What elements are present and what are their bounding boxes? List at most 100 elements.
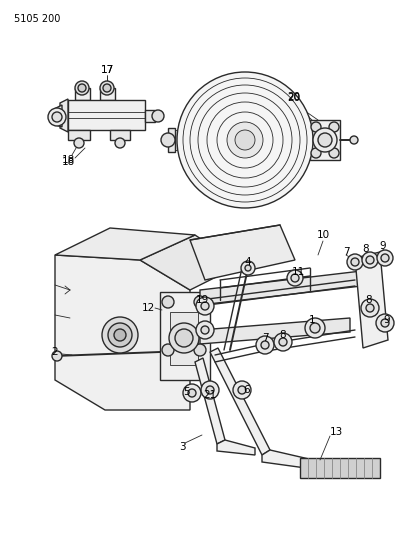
Text: 3: 3: [179, 442, 185, 452]
Circle shape: [175, 329, 193, 347]
Polygon shape: [210, 348, 270, 455]
Text: 13: 13: [330, 427, 343, 437]
Circle shape: [78, 84, 86, 92]
Polygon shape: [55, 228, 195, 260]
Polygon shape: [55, 255, 190, 410]
Circle shape: [329, 122, 339, 132]
Text: 6: 6: [244, 385, 251, 395]
Text: 2: 2: [52, 347, 58, 357]
Circle shape: [362, 252, 378, 268]
Text: 7: 7: [343, 247, 349, 257]
Polygon shape: [168, 128, 175, 152]
Text: 5: 5: [183, 387, 189, 397]
Text: 20: 20: [287, 93, 300, 103]
Polygon shape: [68, 100, 145, 130]
Polygon shape: [312, 130, 318, 150]
Text: 8: 8: [363, 244, 369, 254]
Text: 21: 21: [203, 390, 217, 400]
Circle shape: [108, 323, 132, 347]
Polygon shape: [160, 292, 210, 380]
Circle shape: [201, 302, 209, 310]
Circle shape: [103, 84, 111, 92]
Text: 8: 8: [366, 295, 373, 305]
Circle shape: [310, 323, 320, 333]
Circle shape: [201, 381, 219, 399]
Circle shape: [177, 72, 313, 208]
Circle shape: [206, 386, 214, 394]
Circle shape: [318, 133, 332, 147]
Polygon shape: [355, 252, 388, 348]
Circle shape: [351, 258, 359, 266]
Circle shape: [100, 81, 114, 95]
Circle shape: [305, 318, 325, 338]
Text: 9: 9: [384, 315, 390, 325]
Text: 12: 12: [142, 303, 155, 313]
Polygon shape: [145, 110, 155, 122]
Circle shape: [256, 336, 274, 354]
Circle shape: [183, 384, 201, 402]
Polygon shape: [300, 458, 380, 478]
Polygon shape: [60, 99, 68, 132]
Polygon shape: [200, 318, 350, 344]
Circle shape: [152, 110, 164, 122]
Circle shape: [114, 329, 126, 341]
Circle shape: [238, 386, 246, 394]
Circle shape: [169, 323, 199, 353]
Circle shape: [376, 314, 394, 332]
Circle shape: [245, 265, 251, 271]
Circle shape: [313, 128, 337, 152]
Circle shape: [52, 112, 62, 122]
Text: 9: 9: [380, 241, 386, 251]
Polygon shape: [110, 130, 130, 140]
Text: 7: 7: [262, 333, 268, 343]
Text: 10: 10: [317, 230, 330, 240]
Text: 1: 1: [309, 315, 315, 325]
Circle shape: [274, 333, 292, 351]
Text: 17: 17: [100, 65, 113, 75]
Polygon shape: [140, 235, 240, 290]
Circle shape: [241, 261, 255, 275]
Circle shape: [115, 138, 125, 148]
Circle shape: [194, 344, 206, 356]
Polygon shape: [100, 88, 115, 100]
Polygon shape: [75, 88, 90, 100]
Circle shape: [161, 133, 175, 147]
Circle shape: [366, 256, 374, 264]
Circle shape: [361, 299, 379, 317]
Polygon shape: [68, 130, 90, 140]
Text: 18: 18: [61, 155, 75, 165]
Circle shape: [235, 130, 255, 150]
Circle shape: [48, 108, 66, 126]
Polygon shape: [310, 120, 340, 160]
Circle shape: [194, 296, 206, 308]
Text: 4: 4: [245, 257, 251, 267]
Circle shape: [381, 319, 389, 327]
Circle shape: [196, 297, 214, 315]
Text: 5105 200: 5105 200: [14, 14, 60, 24]
Text: 11: 11: [291, 267, 305, 277]
Circle shape: [162, 344, 174, 356]
Circle shape: [350, 136, 358, 144]
Circle shape: [261, 341, 269, 349]
Text: 8: 8: [280, 330, 286, 340]
Polygon shape: [195, 358, 225, 444]
Polygon shape: [200, 270, 370, 305]
Circle shape: [311, 148, 321, 158]
Polygon shape: [262, 450, 335, 472]
Polygon shape: [190, 225, 295, 280]
Text: 17: 17: [100, 65, 113, 75]
Circle shape: [75, 81, 89, 95]
Circle shape: [201, 326, 209, 334]
Polygon shape: [56, 105, 62, 127]
Circle shape: [287, 270, 303, 286]
Circle shape: [347, 254, 363, 270]
Circle shape: [102, 317, 138, 353]
Polygon shape: [217, 440, 255, 455]
Circle shape: [329, 148, 339, 158]
Circle shape: [52, 351, 62, 361]
Text: 18: 18: [61, 157, 75, 167]
Circle shape: [291, 274, 299, 282]
Circle shape: [279, 338, 287, 346]
Circle shape: [233, 381, 251, 399]
Circle shape: [381, 254, 389, 262]
